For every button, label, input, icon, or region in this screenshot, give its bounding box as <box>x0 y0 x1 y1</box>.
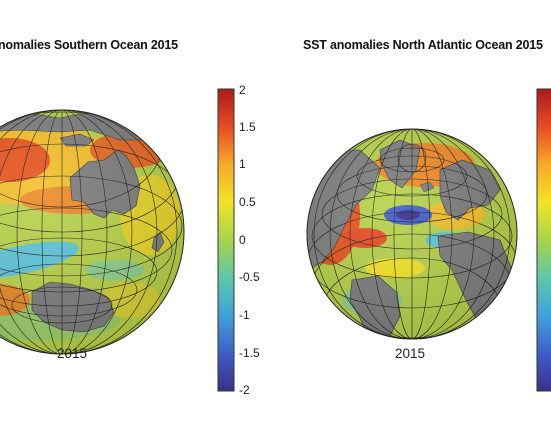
map-title-north-atlantic: SST anomalies North Atlantic Ocean 2015 <box>303 38 543 52</box>
colorbar-tick-label: -2 <box>239 383 250 397</box>
year-label-southern-ocean: 2015 <box>56 346 88 361</box>
year-label-north-atlantic: 2015 <box>394 346 426 361</box>
colorbar-left <box>217 88 235 392</box>
colorbar-right <box>536 88 551 392</box>
colorbar-tick-label: 1.5 <box>239 120 256 134</box>
colorbar-tick-label: 2 <box>239 83 246 97</box>
colorbar-tick-label: -1 <box>239 308 250 322</box>
colorbar-tick-label: -0.5 <box>239 270 260 284</box>
colorbar-tick-label: -1.5 <box>239 346 260 360</box>
north-atlantic-globe <box>307 129 517 339</box>
colorbar-tick-label: 1 <box>239 157 246 171</box>
colorbar-tick-label: 0.5 <box>239 195 256 209</box>
map-title-southern-ocean: nomalies Southern Ocean 2015 <box>0 38 178 52</box>
colorbar-tick-label: 0 <box>239 233 246 247</box>
southern-ocean-globe <box>0 110 184 354</box>
